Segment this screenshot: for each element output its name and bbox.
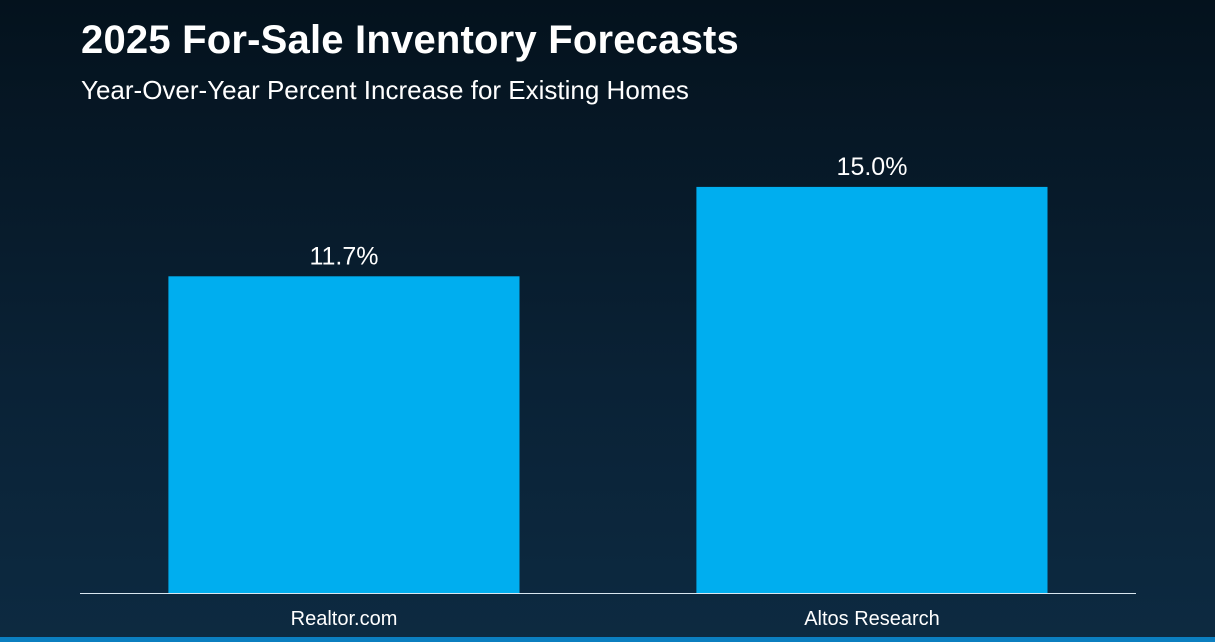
bar-1: [696, 186, 1048, 593]
bottom-accent-strip: [0, 637, 1215, 642]
data-label-1: 15.0%: [837, 153, 908, 181]
data-label-0: 11.7%: [309, 242, 378, 270]
x-tick-label-0: Realtor.com: [291, 608, 398, 630]
chart-title: 2025 For-Sale Inventory Forecasts: [81, 18, 739, 62]
x-tick-label-1: Altos Research: [804, 608, 940, 630]
chart-subtitle: Year-Over-Year Percent Increase for Exis…: [81, 75, 689, 105]
bar-0: [168, 276, 520, 593]
